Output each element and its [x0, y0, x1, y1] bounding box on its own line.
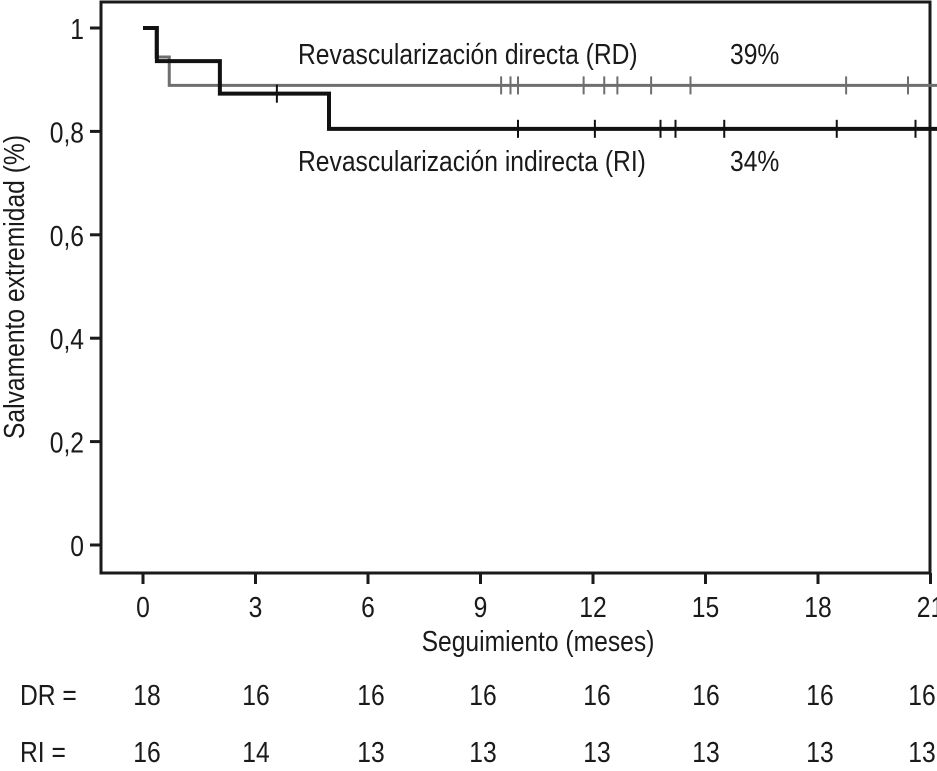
risk-table-value: 16 — [469, 679, 496, 711]
legend-label: Revascularización directa (RD) — [298, 38, 638, 70]
risk-table-value: 14 — [242, 736, 269, 766]
survival-curve-ri — [143, 26, 937, 131]
risk-table-value: 13 — [908, 736, 935, 766]
risk-table-value: 18 — [133, 679, 160, 711]
x-tick-label: 15 — [692, 591, 719, 623]
y-tick-label: 0,4 — [50, 323, 84, 355]
x-tick-label: 18 — [804, 591, 831, 623]
x-tick-label: 0 — [136, 591, 150, 623]
risk-table-value: 13 — [806, 736, 833, 766]
legend-label: Revascularización indirecta (RI) — [298, 145, 646, 177]
plot-frame — [99, 0, 932, 575]
risk-table-label: RI = — [20, 736, 66, 766]
risk-table-value: 16 — [692, 679, 719, 711]
risk-table-value: 16 — [357, 679, 384, 711]
risk-table-value: 16 — [242, 679, 269, 711]
risk-table-value: 13 — [357, 736, 384, 766]
x-tick-label: 9 — [474, 591, 488, 623]
y-axis-label: Salvamento extremidad (%) — [0, 135, 30, 439]
y-tick-label: 1 — [70, 13, 84, 45]
x-tick-label: 3 — [249, 591, 263, 623]
risk-table-label: DR = — [20, 679, 77, 711]
y-tick-label: 0,6 — [50, 220, 84, 252]
risk-table-value: 13 — [692, 736, 719, 766]
legend-percentage: 34% — [730, 145, 779, 177]
risk-table-value: 13 — [583, 736, 610, 766]
risk-table-value: 16 — [806, 679, 833, 711]
x-tick-label: 21 — [917, 591, 937, 623]
legend-percentage: 39% — [730, 38, 779, 70]
risk-table-value: 16 — [908, 679, 935, 711]
y-tick-label: 0 — [70, 530, 84, 562]
risk-table-value: 16 — [583, 679, 610, 711]
risk-table-value: 13 — [469, 736, 496, 766]
risk-table-value: 16 — [133, 736, 160, 766]
x-tick-label: 6 — [361, 591, 375, 623]
x-axis-label: Seguimiento (meses) — [422, 625, 655, 657]
y-tick-label: 0,2 — [50, 427, 84, 459]
y-tick-label: 0,8 — [50, 117, 84, 149]
x-tick-label: 12 — [579, 591, 606, 623]
